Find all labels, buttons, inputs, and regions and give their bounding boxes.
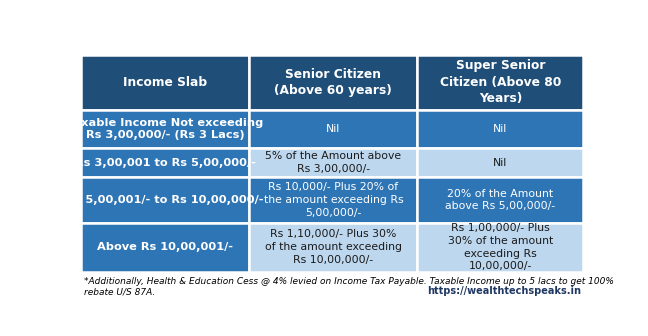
Text: Taxable Income Not exceeding
Rs 3,00,000/- (Rs 3 Lacs): Taxable Income Not exceeding Rs 3,00,000…	[67, 118, 263, 140]
Text: Income Slab: Income Slab	[123, 76, 207, 89]
FancyBboxPatch shape	[417, 110, 583, 148]
FancyBboxPatch shape	[81, 110, 249, 148]
FancyBboxPatch shape	[249, 54, 417, 110]
Text: Above Rs 10,00,001/-: Above Rs 10,00,001/-	[97, 242, 233, 252]
FancyBboxPatch shape	[249, 148, 417, 177]
Text: Nil: Nil	[493, 124, 507, 134]
Text: *Additionally, Health & Education Cess @ 4% levied on Income Tax Payable. Taxabl: *Additionally, Health & Education Cess @…	[84, 277, 614, 296]
FancyBboxPatch shape	[417, 148, 583, 177]
FancyBboxPatch shape	[417, 223, 583, 272]
FancyBboxPatch shape	[81, 148, 249, 177]
FancyBboxPatch shape	[417, 54, 583, 110]
Text: Nil: Nil	[493, 158, 507, 168]
Text: 20% of the Amount
above Rs 5,00,000/-: 20% of the Amount above Rs 5,00,000/-	[445, 189, 555, 211]
Text: Rs 1,00,000/- Plus
30% of the amount
exceeding Rs
10,00,000/-: Rs 1,00,000/- Plus 30% of the amount exc…	[448, 223, 553, 271]
Text: Rs 3,00,001 to Rs 5,00,000/-: Rs 3,00,001 to Rs 5,00,000/-	[75, 158, 255, 168]
FancyBboxPatch shape	[81, 177, 249, 223]
Text: Rs 1,10,000/- Plus 30%
of the amount exceeding
Rs 10,00,000/-: Rs 1,10,000/- Plus 30% of the amount exc…	[265, 229, 402, 265]
Text: 5% of the Amount above
Rs 3,00,000/-: 5% of the Amount above Rs 3,00,000/-	[265, 151, 401, 174]
Text: https://wealthtechspeaks.in: https://wealthtechspeaks.in	[426, 287, 581, 296]
FancyBboxPatch shape	[417, 177, 583, 223]
FancyBboxPatch shape	[249, 110, 417, 148]
Text: Rs 10,000/- Plus 20% of
the amount exceeding Rs
5,00,000/-: Rs 10,000/- Plus 20% of the amount excee…	[264, 182, 403, 218]
Text: Rs 5,00,001/- to Rs 10,00,000/-: Rs 5,00,001/- to Rs 10,00,000/-	[66, 195, 264, 205]
Text: Super Senior
Citizen (Above 80
Years): Super Senior Citizen (Above 80 Years)	[439, 59, 561, 106]
FancyBboxPatch shape	[249, 223, 417, 272]
Text: Senior Citizen
(Above 60 years): Senior Citizen (Above 60 years)	[275, 68, 392, 97]
FancyBboxPatch shape	[81, 223, 249, 272]
FancyBboxPatch shape	[81, 54, 249, 110]
FancyBboxPatch shape	[249, 177, 417, 223]
Text: Nil: Nil	[326, 124, 340, 134]
